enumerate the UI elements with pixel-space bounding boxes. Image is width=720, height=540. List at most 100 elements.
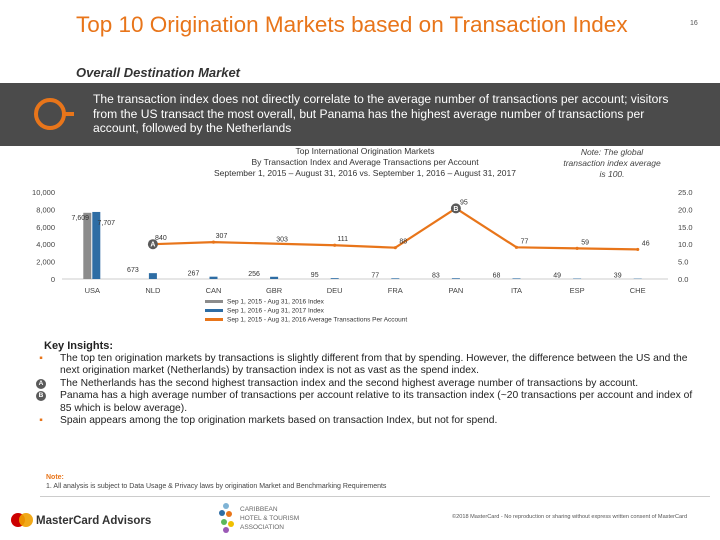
insight-text: The top ten origination markets by trans… — [60, 352, 688, 377]
insight-item: B Panama has a high average number of tr… — [36, 390, 694, 415]
bar-2016-label: 267 — [188, 271, 200, 278]
legend-swatch — [205, 309, 223, 312]
bar-2016-label: 49 — [553, 273, 561, 280]
x-tick-label: CAN — [206, 286, 222, 295]
y-right-tick-label: 20.0 — [678, 205, 693, 214]
index-note: Note: The global transaction index avera… — [562, 147, 662, 180]
annotation-label: A — [150, 242, 155, 249]
chta-logo: CARIBBEAN HOTEL & TOURISM ASSOCIATION — [219, 503, 299, 533]
line-value-label: 88 — [399, 239, 407, 246]
bar-2016 — [451, 278, 460, 279]
marker-a-icon: A — [36, 378, 46, 389]
insight-text: Panama has a high average number of tran… — [60, 390, 693, 414]
chart-date-range: September 1, 2015 – August 31, 2016 vs. … — [214, 168, 516, 178]
line-point — [393, 246, 397, 250]
y-right-tick-label: 5.0 — [678, 258, 688, 267]
line-value-label: 303 — [276, 237, 288, 244]
bar-2016-label: 95 — [311, 272, 319, 279]
transaction-index-chart: 10,000 8,000 6,000 4,000 2,000 0 25.0 20.0 15.0 1… — [32, 188, 693, 324]
insight-text: Spain appears among the top origination … — [60, 415, 498, 426]
legend-swatch — [205, 300, 223, 303]
bar-2015-label: 7,609 — [72, 215, 90, 222]
y-left-tick-label: 10,000 — [32, 188, 55, 197]
insight-text: The Netherlands has the second highest t… — [60, 377, 639, 389]
bar-2016 — [391, 278, 400, 279]
partner-line-2: HOTEL & TOURISM — [240, 515, 299, 522]
page-title: Top 10 Origination Markets based on Tran… — [76, 12, 628, 37]
line-point — [333, 243, 337, 247]
y-left-tick-label: 0 — [51, 275, 55, 284]
bar-2016 — [209, 276, 218, 279]
x-tick-label: NLD — [145, 286, 161, 295]
annotation-b-icon — [450, 203, 461, 214]
y-right-tick-label: 0.0 — [678, 275, 688, 284]
partner-line-3: ASSOCIATION — [240, 524, 284, 531]
legend-swatch — [205, 318, 223, 321]
page-number: 16 — [690, 20, 698, 27]
chart-title: Top International Origination Markets — [295, 146, 435, 156]
brand-name: MasterCard Advisors — [36, 515, 151, 527]
bar-2016 — [330, 278, 339, 279]
bar-2015 — [83, 212, 92, 279]
partner-line-1: CARIBBEAN — [240, 506, 278, 513]
line-value-label: 46 — [642, 240, 650, 247]
annotation-a-icon — [147, 239, 158, 250]
line-avg-transactions — [152, 207, 638, 251]
line-value-label: 307 — [216, 233, 228, 240]
y-right-tick-label: 15.0 — [678, 223, 693, 232]
annotation-label: B — [453, 206, 458, 213]
key-insights: Key Insights: ▪ The top ten origination … — [36, 340, 694, 428]
page-subtitle: Overall Destination Market — [76, 65, 240, 80]
y-left-tick-label: 6,000 — [36, 223, 55, 232]
line-point — [211, 240, 216, 244]
bar-2016-label: 256 — [248, 271, 260, 278]
insight-item: A The Netherlands has the second highest… — [36, 377, 694, 391]
x-tick-label: ESP — [570, 286, 585, 295]
bar-2016 — [92, 211, 101, 279]
bar-2016 — [270, 276, 279, 279]
x-tick-label: GBR — [266, 286, 283, 295]
line-value-label: 77 — [521, 238, 529, 245]
marker-b-icon: B — [36, 391, 46, 401]
bar-2016-label: 77 — [371, 272, 379, 279]
line-point — [575, 246, 579, 250]
y-left-tick-label: 4,000 — [36, 240, 55, 249]
footer-divider — [40, 496, 710, 497]
x-tick-label: PAN — [448, 286, 463, 295]
bar-2016-label: 673 — [127, 267, 139, 274]
y-right-tick-label: 10.0 — [678, 240, 693, 249]
banner-text: The transaction index does not directly … — [93, 92, 669, 135]
insight-item: ▪ The top ten origination markets by tra… — [39, 352, 694, 378]
bar-2016-label: 83 — [432, 272, 440, 279]
bullet-icon: ▪ — [39, 352, 43, 364]
y-left-tick-label: 8,000 — [36, 205, 55, 214]
notes-label: Note: — [46, 474, 64, 481]
line-point — [514, 245, 519, 249]
x-tick-label: CHE — [630, 286, 646, 295]
legend-label: Sep 1, 2016 - Aug 31, 2017 Index — [227, 308, 325, 315]
y-left-tick-label: 2,000 — [36, 258, 55, 267]
legend-label: Sep 1, 2015 - Aug 31, 2016 Index — [227, 299, 325, 306]
x-tick-label: ITA — [511, 286, 522, 295]
line-value-label: 59 — [581, 239, 589, 246]
line-value-label: 840 — [155, 235, 167, 242]
notes-text: 1. All analysis is subject to Data Usage… — [46, 483, 387, 490]
y-right-tick-label: 25.0 — [678, 188, 693, 197]
bar-2016 — [148, 273, 157, 279]
key-insights-title: Key Insights: — [44, 340, 114, 352]
x-tick-label: FRA — [388, 286, 403, 295]
summary-banner — [0, 83, 720, 146]
chart-heading: Top International Origination Markets By… — [170, 146, 560, 179]
bar-2016 — [512, 278, 521, 279]
bullet-icon: ▪ — [39, 415, 43, 426]
bar-2016-label: 68 — [493, 272, 501, 279]
chart-subtitle: By Transaction Index and Average Transac… — [251, 157, 479, 167]
mastercard-advisors-logo: MasterCard Advisors — [11, 513, 151, 527]
line-value-label: 111 — [337, 236, 348, 243]
x-tick-label: USA — [85, 286, 100, 295]
insight-item: ▪ Spain appears among the top originatio… — [39, 415, 694, 428]
ring-icon — [34, 98, 74, 130]
x-tick-label: DEU — [327, 286, 343, 295]
bar-2016-label: 39 — [614, 273, 622, 280]
line-value-label: 95 — [460, 199, 468, 206]
